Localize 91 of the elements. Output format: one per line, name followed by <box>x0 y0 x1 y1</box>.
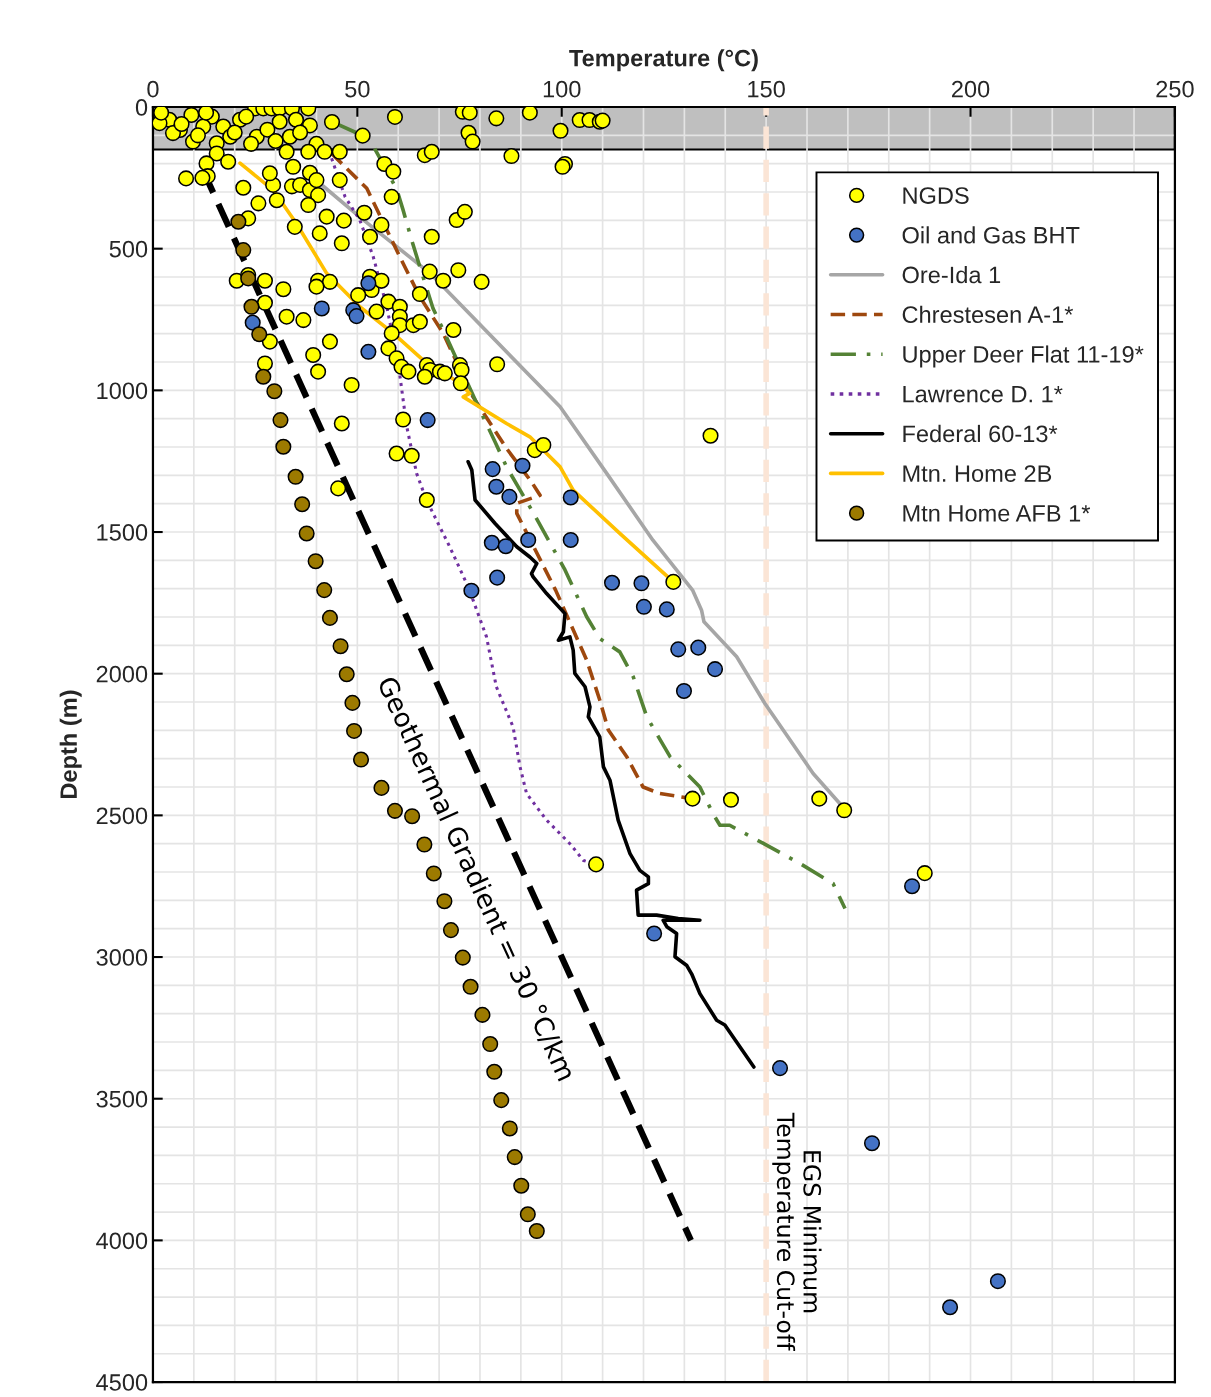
point <box>454 949 471 966</box>
point <box>519 1206 536 1223</box>
y-tick-label: 0 <box>135 99 148 116</box>
ref-line-label: EGS Minimum Temperature Cut-off <box>772 1112 822 1351</box>
point <box>904 878 921 895</box>
x-tick-label: 150 <box>748 80 785 98</box>
point <box>863 1135 881 1152</box>
y-tick-label: 2000 <box>96 665 148 683</box>
point <box>463 582 480 599</box>
point <box>235 242 252 259</box>
point <box>493 1092 510 1109</box>
point <box>501 488 518 505</box>
point <box>287 468 304 485</box>
point <box>255 368 272 385</box>
point <box>346 722 363 739</box>
point <box>425 865 442 882</box>
point <box>275 438 292 455</box>
x-axis-title: Temperature (°C) <box>569 49 758 72</box>
point <box>313 300 330 317</box>
point <box>243 298 260 315</box>
point <box>244 314 261 331</box>
point <box>771 1060 789 1077</box>
y-tick-label: 4500 <box>96 1374 148 1391</box>
y-tick-label: 3500 <box>96 1090 148 1108</box>
point <box>501 1120 518 1137</box>
point <box>513 1177 530 1194</box>
point <box>416 836 433 853</box>
point <box>989 1273 1006 1290</box>
point <box>486 1063 503 1080</box>
x-tick-label: 250 <box>1156 80 1194 98</box>
point <box>352 751 370 768</box>
point <box>562 531 579 549</box>
legend-label: Mtn. Home 2B <box>903 465 1052 482</box>
point <box>603 574 621 591</box>
point <box>316 582 333 599</box>
point <box>706 661 724 678</box>
point <box>344 694 361 711</box>
point <box>230 213 247 230</box>
point <box>462 978 479 995</box>
point <box>484 461 501 478</box>
point <box>646 925 663 942</box>
y-tick-label: 500 <box>109 240 148 258</box>
point <box>489 569 506 586</box>
point <box>506 1149 523 1166</box>
point <box>690 639 707 656</box>
legend-label: Chrestesen A-1* <box>902 305 1074 324</box>
y-tick-label: 1000 <box>97 382 148 400</box>
point <box>942 1299 959 1316</box>
legend-label: Upper Deer Flat 11-19* <box>903 345 1144 368</box>
point <box>332 638 349 655</box>
point <box>348 308 365 325</box>
legend-label: NGDS <box>903 187 969 204</box>
point <box>266 383 283 400</box>
x-tick-label: 50 <box>345 80 370 98</box>
point <box>670 641 687 658</box>
legend-label: Lawrence D. 1* <box>903 385 1063 403</box>
x-tick-label: 0 <box>147 80 159 98</box>
point <box>528 1222 545 1240</box>
point <box>321 609 339 626</box>
x-tick-label: 100 <box>543 80 581 98</box>
legend-label: Federal 60-13* <box>903 424 1058 443</box>
point <box>338 666 355 683</box>
point <box>562 489 579 506</box>
point <box>482 1035 499 1053</box>
point <box>298 525 315 542</box>
point <box>307 553 324 570</box>
y-tick-label: 2500 <box>96 807 148 825</box>
y-tick-label: 1500 <box>97 524 148 541</box>
y-axis-title: Depth (m) <box>59 690 82 799</box>
point <box>658 601 675 618</box>
point <box>360 275 377 292</box>
point <box>520 531 537 549</box>
point <box>272 412 289 429</box>
x-tick-label: 200 <box>952 80 990 98</box>
y-tick-label: 4000 <box>96 1232 148 1250</box>
y-tick-label: 3000 <box>96 949 148 966</box>
point <box>514 457 531 474</box>
point <box>419 412 436 429</box>
point <box>474 1006 491 1023</box>
point <box>633 575 650 592</box>
point <box>635 598 652 615</box>
point <box>675 682 693 700</box>
point <box>497 538 514 555</box>
legend-label: Mtn Home AFB 1* <box>903 505 1091 522</box>
legend-label: Ore-Ida 1 <box>902 265 1001 284</box>
point <box>483 534 500 551</box>
point <box>488 478 505 495</box>
legend-label: Oil and Gas BHT <box>902 226 1080 244</box>
point <box>360 343 377 360</box>
point <box>294 496 311 513</box>
point <box>251 326 268 343</box>
